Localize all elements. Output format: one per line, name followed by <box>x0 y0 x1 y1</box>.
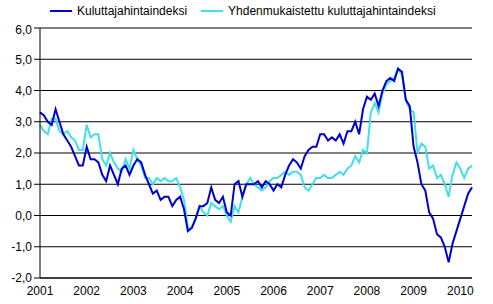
svg-text:2002: 2002 <box>73 284 100 298</box>
svg-text:4,0: 4,0 <box>15 84 32 98</box>
svg-text:6,0: 6,0 <box>15 23 32 37</box>
svg-text:2006: 2006 <box>260 284 287 298</box>
svg-text:1,0: 1,0 <box>15 178 32 192</box>
html-text:Kuluttajahintaindeksi: Kuluttajahintaindeksi <box>77 4 188 18</box>
svg-text:2,0: 2,0 <box>15 146 32 160</box>
svg-text:-1,0: -1,0 <box>11 240 32 254</box>
html-text:Yhdenmukaistettu kuluttajahint: Yhdenmukaistettu kuluttajahintaindeksi <box>228 4 436 18</box>
svg-text:3,0: 3,0 <box>15 115 32 129</box>
svg-text:2003: 2003 <box>120 284 147 298</box>
svg-text:2008: 2008 <box>354 284 381 298</box>
svg-text:2005: 2005 <box>213 284 240 298</box>
svg-text:2004: 2004 <box>167 284 194 298</box>
svg-text:2010: 2010 <box>447 284 474 298</box>
svg-text:0,0: 0,0 <box>15 209 32 223</box>
svg-text:5,0: 5,0 <box>15 53 32 67</box>
svg-text:2001: 2001 <box>27 284 54 298</box>
svg-text:2007: 2007 <box>307 284 334 298</box>
svg-text:2009: 2009 <box>400 284 427 298</box>
svg-text:-2,0: -2,0 <box>11 271 32 285</box>
